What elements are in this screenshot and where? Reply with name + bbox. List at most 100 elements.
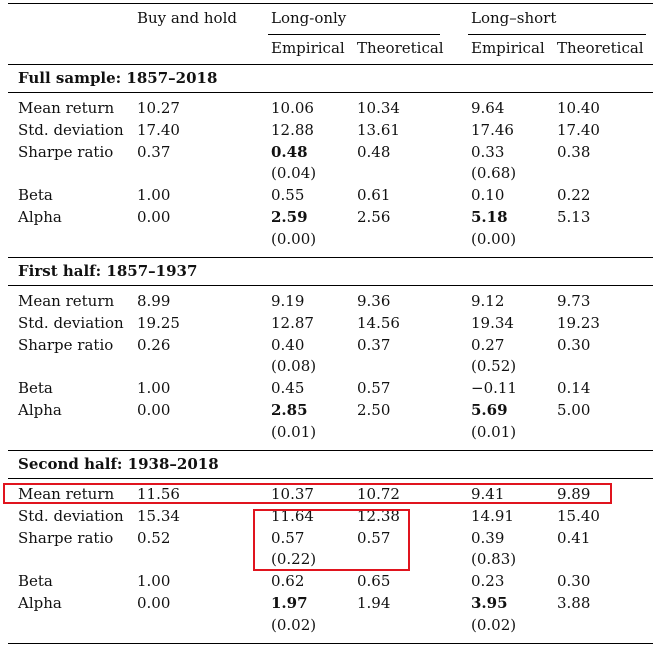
section-1-title-rule bbox=[8, 92, 653, 93]
cell-long-short-theoretical: 0.41 bbox=[557, 528, 591, 547]
header-long-only-theoretical: Theoretical bbox=[357, 39, 444, 57]
cell-long-only-empirical: 12.88 bbox=[271, 120, 314, 139]
table-row: (0.04) (0.68) bbox=[0, 162, 661, 184]
cell-long-only-empirical: (0.00) bbox=[271, 229, 317, 248]
cell-long-only-theoretical: 1.94 bbox=[357, 593, 391, 612]
section-title: Second half: 1938–2018 bbox=[18, 455, 219, 473]
cell-long-only-empirical: 0.40 bbox=[271, 335, 305, 354]
cell-long-only-theoretical: 0.57 bbox=[357, 528, 391, 547]
table-row: Std. deviation 19.25 12.87 14.56 19.34 19.23 bbox=[0, 312, 661, 334]
cell-long-short-empirical: 5.69 bbox=[471, 400, 508, 419]
cell-long-short-empirical: 0.33 bbox=[471, 142, 505, 161]
top-rule bbox=[8, 3, 653, 4]
table-row: Beta 1.00 0.62 0.65 0.23 0.30 bbox=[0, 570, 661, 592]
header-long-short-empirical: Empirical bbox=[471, 39, 545, 57]
cell-long-short-theoretical: 10.40 bbox=[557, 99, 600, 117]
cell-long-short-empirical: 19.34 bbox=[471, 313, 514, 332]
cell-long-only-empirical: 10.06 bbox=[271, 99, 314, 117]
cell-label: Sharpe ratio bbox=[18, 335, 114, 354]
long-only-underline bbox=[268, 34, 440, 35]
section-2-rule bbox=[8, 257, 653, 258]
cell-buy-hold: 15.34 bbox=[137, 506, 180, 525]
header-buy-and-hold: Buy and hold bbox=[137, 9, 237, 27]
header-long-only: Long-only bbox=[271, 9, 347, 27]
cell-label: Beta bbox=[18, 379, 53, 397]
header-long-only-empirical: Empirical bbox=[271, 39, 345, 57]
table-row: (0.01) (0.01) bbox=[0, 421, 661, 443]
cell-label: Beta bbox=[18, 186, 53, 204]
table-row: Beta 1.00 0.55 0.61 0.10 0.22 bbox=[0, 184, 661, 206]
highlight-box-mean-return-row bbox=[3, 483, 612, 504]
cell-long-short-theoretical: 0.30 bbox=[557, 335, 591, 354]
header-rule bbox=[8, 64, 653, 65]
cell-long-only-empirical: (0.04) bbox=[271, 164, 317, 183]
cell-buy-hold: 1.00 bbox=[137, 186, 171, 204]
cell-long-only-theoretical: 2.56 bbox=[357, 207, 391, 226]
cell-long-short-theoretical: 0.22 bbox=[557, 186, 591, 204]
cell-long-short-empirical: 0.10 bbox=[471, 186, 505, 204]
cell-long-short-empirical: 0.39 bbox=[471, 528, 505, 547]
cell-long-short-empirical: (0.00) bbox=[471, 229, 517, 248]
cell-long-only-empirical: 0.57 bbox=[271, 528, 305, 547]
cell-label: Sharpe ratio bbox=[18, 142, 114, 161]
cell-long-short-empirical: 9.12 bbox=[471, 292, 505, 310]
cell-long-short-empirical: 0.23 bbox=[471, 572, 505, 590]
table-row: Std. deviation 17.40 12.88 13.61 17.46 17.40 bbox=[0, 119, 661, 141]
cell-long-short-theoretical: 5.00 bbox=[557, 400, 591, 419]
cell-long-short-empirical: (0.68) bbox=[471, 164, 517, 183]
cell-long-short-theoretical: 0.38 bbox=[557, 142, 591, 161]
cell-long-only-empirical: 0.45 bbox=[271, 379, 305, 397]
cell-long-only-empirical: (0.22) bbox=[271, 550, 317, 569]
cell-long-short-theoretical: 5.13 bbox=[557, 207, 591, 226]
cell-buy-hold: 0.00 bbox=[137, 593, 171, 612]
table-row: Mean return 8.99 9.19 9.36 9.12 9.73 bbox=[0, 290, 661, 312]
cell-long-only-empirical: 1.97 bbox=[271, 593, 308, 612]
table-row: Sharpe ratio 0.52 0.57 0.57 0.39 0.41 bbox=[0, 527, 661, 549]
table-row: Mean return 10.27 10.06 10.34 9.64 10.40 bbox=[0, 97, 661, 119]
cell-buy-hold: 1.00 bbox=[137, 572, 171, 590]
table-row: Std. deviation 15.34 11.64 12.38 14.91 15.40 bbox=[0, 505, 661, 527]
cell-long-only-theoretical: 10.72 bbox=[357, 485, 400, 503]
cell-long-short-theoretical: 17.40 bbox=[557, 120, 600, 139]
cell-long-short-theoretical: 19.23 bbox=[557, 313, 600, 332]
cell-long-short-empirical: 0.27 bbox=[471, 335, 505, 354]
cell-label: Alpha bbox=[18, 207, 62, 226]
bottom-rule bbox=[8, 643, 653, 644]
cell-long-short-theoretical: 15.40 bbox=[557, 506, 600, 525]
cell-label: Std. deviation bbox=[18, 120, 124, 139]
cell-buy-hold: 19.25 bbox=[137, 313, 180, 332]
table-row: (0.08) (0.52) bbox=[0, 355, 661, 377]
table-row: Sharpe ratio 0.26 0.40 0.37 0.27 0.30 bbox=[0, 334, 661, 356]
section-3-title-rule bbox=[8, 478, 653, 479]
cell-long-short-empirical: 17.46 bbox=[471, 120, 514, 139]
cell-long-only-theoretical: 0.57 bbox=[357, 379, 391, 397]
cell-long-short-theoretical: 9.73 bbox=[557, 292, 591, 310]
cell-long-only-theoretical: 0.65 bbox=[357, 572, 391, 590]
cell-long-only-theoretical: 0.37 bbox=[357, 335, 391, 354]
section-title: First half: 1857–1937 bbox=[18, 262, 198, 280]
cell-buy-hold: 11.56 bbox=[137, 485, 180, 503]
cell-long-only-empirical: (0.02) bbox=[271, 615, 317, 634]
cell-buy-hold: 17.40 bbox=[137, 120, 180, 139]
cell-label: Std. deviation bbox=[18, 313, 124, 332]
table-row: Sharpe ratio 0.37 0.48 0.48 0.33 0.38 bbox=[0, 141, 661, 163]
cell-label: Std. deviation bbox=[18, 506, 124, 525]
table-row: Alpha 0.00 1.97 1.94 3.95 3.88 bbox=[0, 592, 661, 614]
cell-buy-hold: 0.00 bbox=[137, 400, 171, 419]
table-row: Alpha 0.00 2.59 2.56 5.18 5.13 bbox=[0, 206, 661, 228]
cell-buy-hold: 8.99 bbox=[137, 292, 171, 310]
cell-long-only-theoretical: 12.38 bbox=[357, 506, 400, 525]
cell-label: Mean return bbox=[18, 485, 115, 503]
cell-long-only-empirical: 0.62 bbox=[271, 572, 305, 590]
cell-long-short-empirical: 9.64 bbox=[471, 99, 505, 117]
long-short-underline bbox=[468, 34, 646, 35]
cell-long-only-empirical: 10.37 bbox=[271, 485, 314, 503]
cell-label: Sharpe ratio bbox=[18, 528, 114, 547]
cell-long-short-empirical: (0.01) bbox=[471, 422, 517, 441]
section-2-title-rule bbox=[8, 285, 653, 286]
cell-long-short-theoretical: 3.88 bbox=[557, 593, 591, 612]
cell-long-short-empirical: (0.02) bbox=[471, 615, 517, 634]
cell-long-only-empirical: 12.87 bbox=[271, 313, 314, 332]
cell-long-only-theoretical: 0.61 bbox=[357, 186, 391, 204]
cell-long-only-theoretical: 0.48 bbox=[357, 142, 391, 161]
